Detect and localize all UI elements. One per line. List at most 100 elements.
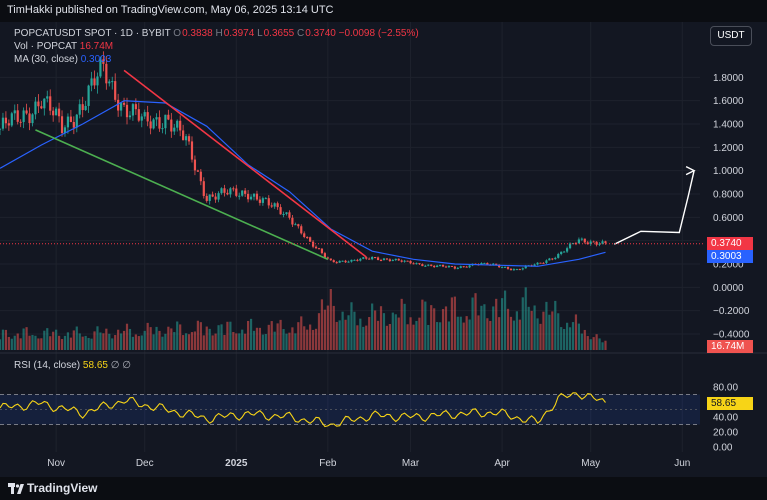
candle-body xyxy=(335,262,338,264)
currency-button[interactable]: USDT xyxy=(710,26,752,46)
candle-body xyxy=(586,242,589,245)
projection-arrow[interactable] xyxy=(613,166,696,245)
volume-bar xyxy=(294,333,297,350)
candle-body xyxy=(403,260,406,262)
candle-body xyxy=(40,106,43,109)
volume-bar xyxy=(317,313,321,350)
candle-body xyxy=(365,257,368,259)
candle-body xyxy=(226,192,229,195)
volume-bar xyxy=(40,338,43,350)
volume-bar xyxy=(557,313,560,350)
volume-bar xyxy=(359,318,362,350)
volume-bar xyxy=(379,306,383,350)
volume-bar xyxy=(208,328,211,350)
candle-body xyxy=(353,259,356,261)
volume-bar xyxy=(211,335,214,350)
volume-bar xyxy=(515,311,518,350)
candle-body xyxy=(421,264,424,267)
candle-body xyxy=(456,267,459,269)
price-axis[interactable]: 1.8000 1.6000 1.4000 1.2000 1.0000 0.8000 0.60… xyxy=(713,73,750,341)
brand-name[interactable]: TradingView xyxy=(27,481,98,495)
last-price-tag: 0.3740 xyxy=(707,237,753,251)
volume-tag: 16.74M xyxy=(707,340,753,353)
volume-bar xyxy=(155,326,158,350)
candle-body xyxy=(205,195,208,201)
candle-body xyxy=(161,128,164,130)
volume-bar xyxy=(196,320,199,350)
price-chart[interactable]: 1.8000 1.6000 1.4000 1.2000 1.0000 0.8000 0.60… xyxy=(0,22,767,477)
volume-bar xyxy=(365,325,368,350)
volume-bar xyxy=(542,311,545,350)
price-tick-label: 1.0000 xyxy=(713,166,744,177)
volume-bar xyxy=(604,340,607,350)
candle-body xyxy=(347,261,350,263)
volume-bar xyxy=(60,339,64,350)
volume-bar xyxy=(530,310,533,350)
candle-body xyxy=(149,121,152,129)
volume-bar xyxy=(551,311,554,350)
rsi-line xyxy=(0,392,606,428)
candle-body xyxy=(486,262,489,265)
candle-body xyxy=(548,258,551,261)
volume-bar xyxy=(52,331,55,350)
candle-body xyxy=(184,136,188,141)
volume-bar xyxy=(122,330,126,350)
volume-bar xyxy=(565,322,569,350)
legend-ma-label: MA (30, close) xyxy=(14,54,78,65)
volume-bar xyxy=(226,321,229,350)
candle-body xyxy=(362,257,365,259)
volume-bar xyxy=(320,299,324,350)
legend-rsi-value: 58.65 xyxy=(82,360,108,371)
volume-bar xyxy=(261,334,264,350)
legend-high-label: H xyxy=(215,28,223,39)
candle-body xyxy=(406,260,409,262)
candle-body xyxy=(415,263,418,265)
volume-bar xyxy=(539,323,542,350)
volume-bar xyxy=(161,336,164,350)
price-tick-label: 0.8000 xyxy=(713,190,744,201)
legend-close-label: C xyxy=(297,28,305,39)
candle-body xyxy=(557,254,560,258)
candle-body xyxy=(359,258,362,261)
volume-bar xyxy=(323,309,326,350)
volume-bar xyxy=(170,328,173,350)
volume-bar xyxy=(4,329,8,350)
candle-body xyxy=(87,85,90,106)
volume-bar xyxy=(143,330,146,350)
legend-high-value: 0.3974 xyxy=(223,28,255,39)
time-axis[interactable]: Nov Dec 2025 Feb Mar Apr May Jun xyxy=(47,458,690,469)
volume-bar xyxy=(119,333,123,350)
support-trendline[interactable] xyxy=(35,129,329,261)
time-tick-label: Nov xyxy=(47,458,65,469)
volume-bar xyxy=(158,330,161,350)
candle-body xyxy=(28,113,31,124)
volume-bar xyxy=(179,324,182,350)
tradingview-logo-icon[interactable] xyxy=(8,483,24,494)
volume-bar xyxy=(430,305,433,350)
candle-body xyxy=(341,260,344,262)
candle-body xyxy=(108,81,111,84)
candle-body xyxy=(536,262,539,265)
candle-body xyxy=(518,269,521,271)
volume-bar xyxy=(533,305,536,350)
price-tick-label: −0.4000 xyxy=(713,330,750,341)
volume-bar xyxy=(462,322,465,350)
candle-body xyxy=(193,159,197,171)
candle-body xyxy=(320,248,324,254)
volume-bar xyxy=(506,308,510,350)
candle-body xyxy=(182,130,185,141)
volume-bar xyxy=(282,329,285,350)
candle-body xyxy=(400,260,403,262)
resistance-trendline[interactable] xyxy=(123,69,367,258)
rsi-tick-label: 20.00 xyxy=(713,428,738,439)
volume-bar xyxy=(356,325,359,350)
volume-bar xyxy=(214,333,217,350)
volume-bar xyxy=(273,331,276,350)
candle-body xyxy=(297,224,300,227)
candle-body xyxy=(545,260,548,263)
volume-bar xyxy=(247,320,250,350)
candle-body xyxy=(78,104,81,115)
candle-body xyxy=(158,117,161,129)
candle-body xyxy=(37,101,40,107)
